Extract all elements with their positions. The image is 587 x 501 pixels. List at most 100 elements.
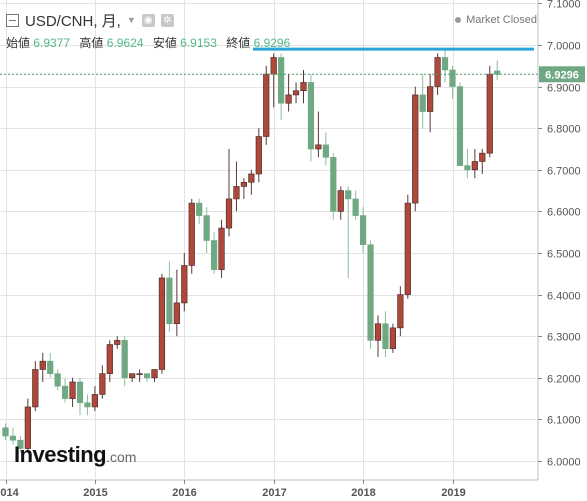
candle <box>412 86 419 212</box>
candle-body <box>263 73 270 137</box>
candle-body <box>17 439 24 449</box>
x-axis: 2014 2015 2016 2017 2018 2019 <box>0 480 466 499</box>
candle-body <box>419 94 426 112</box>
candle <box>441 49 449 83</box>
logo-name: Investing <box>14 442 107 467</box>
x-tick-label: 2015 <box>83 487 107 499</box>
candle <box>479 149 486 174</box>
candle <box>9 427 17 445</box>
candle-body <box>397 294 404 329</box>
candle-body <box>382 323 389 349</box>
candle-body <box>24 406 31 449</box>
x-tick-label: 2019 <box>441 487 465 499</box>
candle-body <box>69 381 76 399</box>
candle-body <box>270 57 277 75</box>
candle-body <box>32 369 39 408</box>
high-value: 6.9624 <box>106 36 144 50</box>
candle <box>419 74 426 129</box>
y-tick-label: 7.0000 <box>547 41 581 53</box>
candle <box>471 149 478 179</box>
candle-body <box>471 161 478 171</box>
candle <box>397 286 404 337</box>
candle-body <box>307 82 315 150</box>
candle-body <box>464 165 471 171</box>
candle-body <box>337 190 344 212</box>
close-value: 6.9296 <box>253 36 291 50</box>
candle <box>255 128 262 183</box>
x-tick-label: 2017 <box>262 487 286 499</box>
candle <box>233 161 240 212</box>
investing-logo: Investing.com <box>14 442 136 468</box>
candle-body <box>2 427 9 437</box>
low-label: 安値 <box>152 36 177 50</box>
candle-body <box>188 202 195 266</box>
candle <box>382 311 389 357</box>
candle-body <box>345 190 352 200</box>
y-tick-label: 7.1000 <box>547 0 581 11</box>
candle-body <box>285 94 292 104</box>
collapse-icon[interactable] <box>6 13 19 27</box>
y-tick-label: 6.0000 <box>547 457 581 469</box>
gear-icon[interactable]: ✲ <box>160 13 174 27</box>
candle-body <box>479 152 486 162</box>
candle-body <box>292 90 300 96</box>
market-status-text: Market Closed <box>466 14 537 26</box>
candle <box>494 60 501 81</box>
candle <box>225 149 233 237</box>
candle <box>337 186 344 220</box>
candle <box>330 153 337 220</box>
symbol-header: USD/CNH, 月, ▼ ◉ ✲ <box>6 10 174 30</box>
candle <box>300 69 307 104</box>
candle-body <box>389 327 397 349</box>
candle <box>367 240 374 349</box>
y-tick-label: 6.8000 <box>547 124 581 136</box>
candle-body <box>151 369 158 379</box>
candle <box>196 198 203 224</box>
y-tick-label: 6.5000 <box>547 249 581 261</box>
candle-body <box>39 360 46 370</box>
eye-icon[interactable]: ◉ <box>141 13 155 27</box>
candle-body <box>121 340 128 379</box>
candle-body <box>404 202 411 295</box>
candle-body <box>181 265 188 304</box>
candle-body <box>143 373 151 379</box>
candle-body <box>9 435 17 441</box>
market-status: Market Closed <box>455 14 537 26</box>
candle <box>270 53 277 108</box>
candle <box>248 169 255 195</box>
candle-body <box>196 202 203 216</box>
ohlc-readout: 始値 6.9377 高値 6.9624 安値 6.9153 終値 6.9296 <box>6 34 296 51</box>
candle <box>24 398 31 453</box>
candle <box>121 336 128 387</box>
overlay: 6.9296 <box>0 47 585 83</box>
candle-body <box>374 323 382 341</box>
candle-body <box>211 240 218 270</box>
candles <box>2 49 501 453</box>
candle <box>218 219 225 278</box>
candle-body <box>240 181 248 187</box>
candle-body <box>315 144 322 150</box>
candle <box>32 361 39 412</box>
y-tick-label: 6.2000 <box>547 374 581 386</box>
candle-body <box>99 373 106 395</box>
candle-body <box>412 94 419 204</box>
candle <box>285 74 292 112</box>
candle <box>181 253 188 312</box>
x-tick-label: 2018 <box>351 487 375 499</box>
candle <box>292 82 300 104</box>
candle <box>106 340 113 382</box>
candle-body <box>330 157 337 212</box>
symbol-label: USD/CNH, 月, <box>25 12 121 30</box>
candle <box>486 65 493 158</box>
candle-body <box>166 277 173 325</box>
y-axis: 6.0000 6.1000 6.2000 6.3000 6.4000 6.5000 6.60… <box>538 0 581 469</box>
candle <box>389 323 397 353</box>
candle <box>91 386 98 412</box>
candle-body <box>76 381 84 404</box>
chevron-down-icon[interactable]: ▼ <box>126 15 136 25</box>
candle <box>76 377 84 416</box>
candle <box>188 198 195 274</box>
candle <box>143 373 151 382</box>
candle <box>315 111 322 158</box>
